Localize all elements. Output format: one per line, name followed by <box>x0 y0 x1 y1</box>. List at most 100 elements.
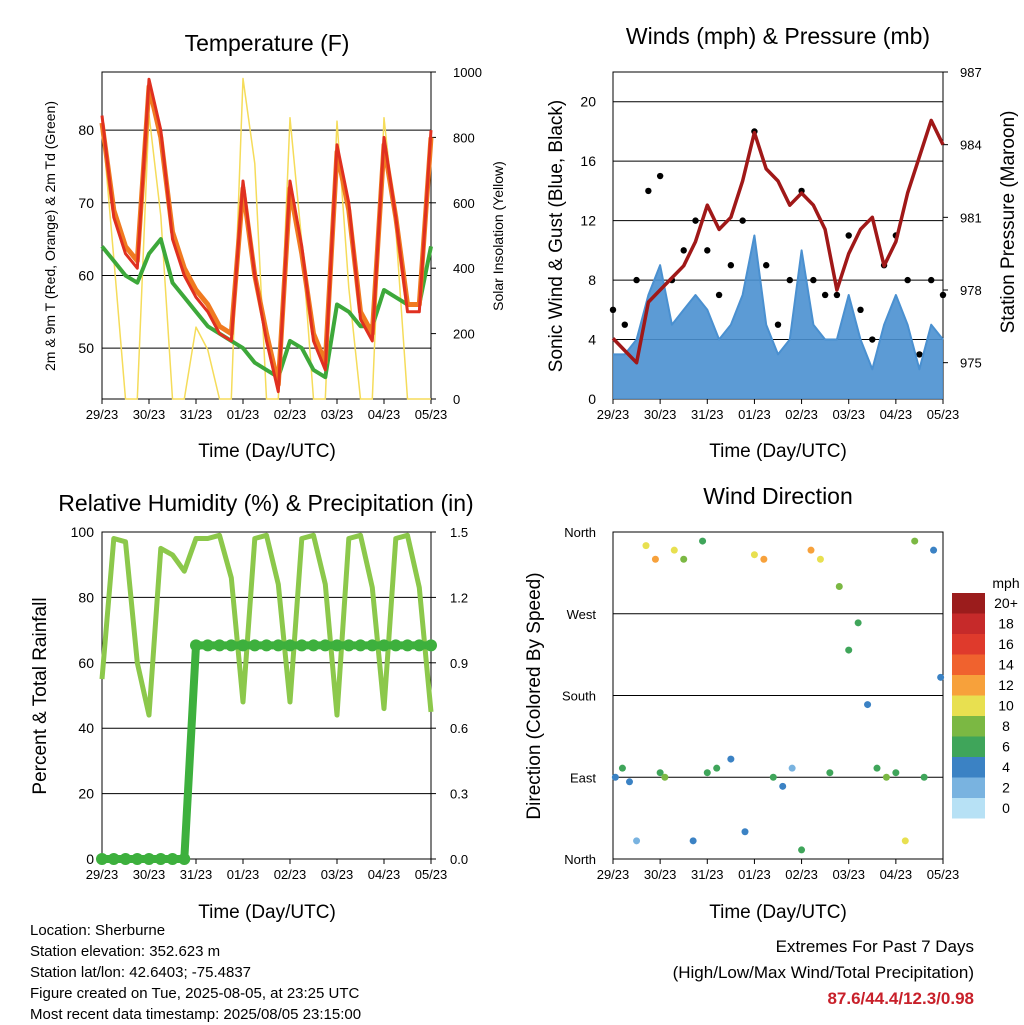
y-tick-label: 100 <box>71 524 95 540</box>
extremes-title: Extremes For Past 7 Days <box>775 937 974 956</box>
x-tick-label: 02/23 <box>274 407 307 422</box>
direction-point <box>788 764 796 772</box>
legend-swatch <box>952 716 985 737</box>
precip-point <box>190 639 202 652</box>
precip-point <box>201 639 214 652</box>
legend-swatch <box>952 777 985 798</box>
precip-point <box>354 639 367 652</box>
direction-point <box>750 551 758 559</box>
extremes-box: Extremes For Past 7 Days (High/Low/Max W… <box>673 934 974 1012</box>
right-tick-label: 984 <box>960 138 982 153</box>
gust-point <box>656 172 664 180</box>
direction-panel: Wind Direction Direction (Colored By Spe… <box>524 483 1020 923</box>
legend-label: 6 <box>1002 739 1010 755</box>
right-tick-label: 0 <box>453 392 460 407</box>
direction-point <box>670 546 678 554</box>
gust-point <box>621 321 628 328</box>
direction-point <box>661 773 669 781</box>
direction-left-axis-label: Direction (Colored By Speed) <box>524 572 545 819</box>
precip-point <box>319 639 332 652</box>
right-tick-label: 1.5 <box>450 525 468 540</box>
precip-point <box>154 853 167 865</box>
direction-point <box>930 546 938 554</box>
precip-point <box>225 639 238 652</box>
y-tick-label: 40 <box>78 720 94 736</box>
legend-label: 20+ <box>994 595 1018 611</box>
legend-swatch <box>952 654 985 675</box>
y-tick-label: 4 <box>588 332 596 348</box>
direction-point <box>651 555 659 563</box>
gust-point <box>727 262 735 269</box>
right-tick-label: 987 <box>960 65 982 80</box>
direction-point <box>892 769 900 777</box>
temperature-x-axis-label: Time (Day/UTC) <box>198 441 336 462</box>
y-tick-label: North <box>564 525 596 540</box>
precip-point <box>342 639 355 652</box>
right-tick-label: 978 <box>960 283 982 298</box>
precip-point <box>295 639 308 652</box>
x-tick-label: 01/23 <box>738 867 771 882</box>
temperature-title: Temperature (F) <box>185 30 350 56</box>
precip-point <box>378 639 390 652</box>
speed-legend-unit: mph <box>992 575 1019 591</box>
winds-panel: Winds (mph) & Pressure (mb) Sonic Wind &… <box>546 23 1019 462</box>
winds-right-axis-label: Station Pressure (Maroon) <box>998 111 1019 334</box>
humidity-title: Relative Humidity (%) & Precipitation (i… <box>58 490 473 516</box>
precip-point <box>248 639 261 652</box>
direction-point <box>769 773 777 781</box>
wind-area <box>613 235 943 399</box>
gust-point <box>833 291 841 299</box>
legend-label: 4 <box>1002 759 1010 775</box>
gust-point <box>939 291 947 299</box>
direction-x-axis-label: Time (Day/UTC) <box>709 902 847 923</box>
direction-point <box>727 755 735 763</box>
y-tick-label: 20 <box>580 94 596 110</box>
x-tick-label: 04/23 <box>880 867 913 882</box>
precip-point <box>425 639 437 652</box>
direction-point <box>680 555 688 563</box>
x-tick-label: 02/23 <box>785 407 818 422</box>
right-tick-label: 600 <box>453 196 475 211</box>
right-tick-label: 0.0 <box>450 852 468 867</box>
temperature-right-axis-label: Solar Insolation (Yellow) <box>490 161 506 311</box>
y-tick-label: 60 <box>78 267 94 283</box>
gust-point <box>869 336 876 343</box>
station-location: Location: Sherburne <box>30 922 166 939</box>
x-tick-label: 01/23 <box>738 407 771 422</box>
direction-point <box>835 583 843 590</box>
precip-point <box>366 639 379 652</box>
direction-point <box>882 773 890 781</box>
direction-point <box>760 555 768 563</box>
legend-label: 18 <box>998 616 1014 632</box>
direction-point <box>633 837 641 845</box>
legend-swatch <box>952 736 985 757</box>
right-tick-label: 981 <box>960 210 982 225</box>
legend-label: 2 <box>1002 780 1010 796</box>
x-tick-label: 05/23 <box>415 407 448 422</box>
right-tick-label: 975 <box>960 356 982 371</box>
legend-label: 14 <box>998 657 1014 673</box>
x-tick-label: 03/23 <box>832 407 865 422</box>
station-info: Location: Sherburne Station elevation: 3… <box>30 920 361 1025</box>
temperature-left-axis-label: 2m & 9m T (Red, Orange) & 2m Td (Green) <box>42 101 58 371</box>
precip-point <box>107 853 120 865</box>
direction-point <box>816 555 824 563</box>
direction-point <box>642 542 650 550</box>
right-tick-label: 200 <box>453 327 475 342</box>
legend-swatch <box>952 593 985 614</box>
gust-point <box>810 276 817 284</box>
legend-label: 8 <box>1002 718 1010 734</box>
direction-point <box>611 773 619 781</box>
y-tick-label: 50 <box>78 340 94 356</box>
winds-left-axis-label: Sonic Wind & Gust (Blue, Black) <box>546 100 567 372</box>
x-tick-label: 30/23 <box>644 407 677 422</box>
legend-label: 0 <box>1002 800 1010 816</box>
x-tick-label: 31/23 <box>180 867 213 882</box>
x-tick-label: 04/23 <box>368 867 401 882</box>
gust-point <box>928 276 935 284</box>
direction-point <box>937 673 945 681</box>
direction-point <box>901 837 909 845</box>
precip-point <box>389 639 402 652</box>
gust-point <box>845 232 852 239</box>
